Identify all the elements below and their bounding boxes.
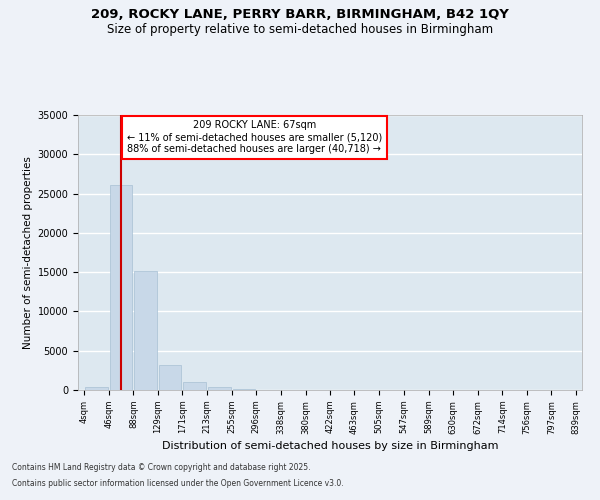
X-axis label: Distribution of semi-detached houses by size in Birmingham: Distribution of semi-detached houses by … [162,440,498,450]
Bar [158,365,181,390]
Bar [134,272,157,390]
Bar [208,387,231,390]
Y-axis label: Number of semi-detached properties: Number of semi-detached properties [23,156,33,349]
Text: 209, ROCKY LANE, PERRY BARR, BIRMINGHAM, B42 1QY: 209, ROCKY LANE, PERRY BARR, BIRMINGHAM,… [91,8,509,20]
Bar [110,185,133,390]
Text: Contains HM Land Registry data © Crown copyright and database right 2025.: Contains HM Land Registry data © Crown c… [12,464,311,472]
Bar [184,382,206,390]
Text: 209 ROCKY LANE: 67sqm
← 11% of semi-detached houses are smaller (5,120)
88% of s: 209 ROCKY LANE: 67sqm ← 11% of semi-deta… [127,120,382,154]
Text: Size of property relative to semi-detached houses in Birmingham: Size of property relative to semi-detach… [107,22,493,36]
Bar [85,387,107,390]
Bar [233,389,255,390]
Text: Contains public sector information licensed under the Open Government Licence v3: Contains public sector information licen… [12,478,344,488]
